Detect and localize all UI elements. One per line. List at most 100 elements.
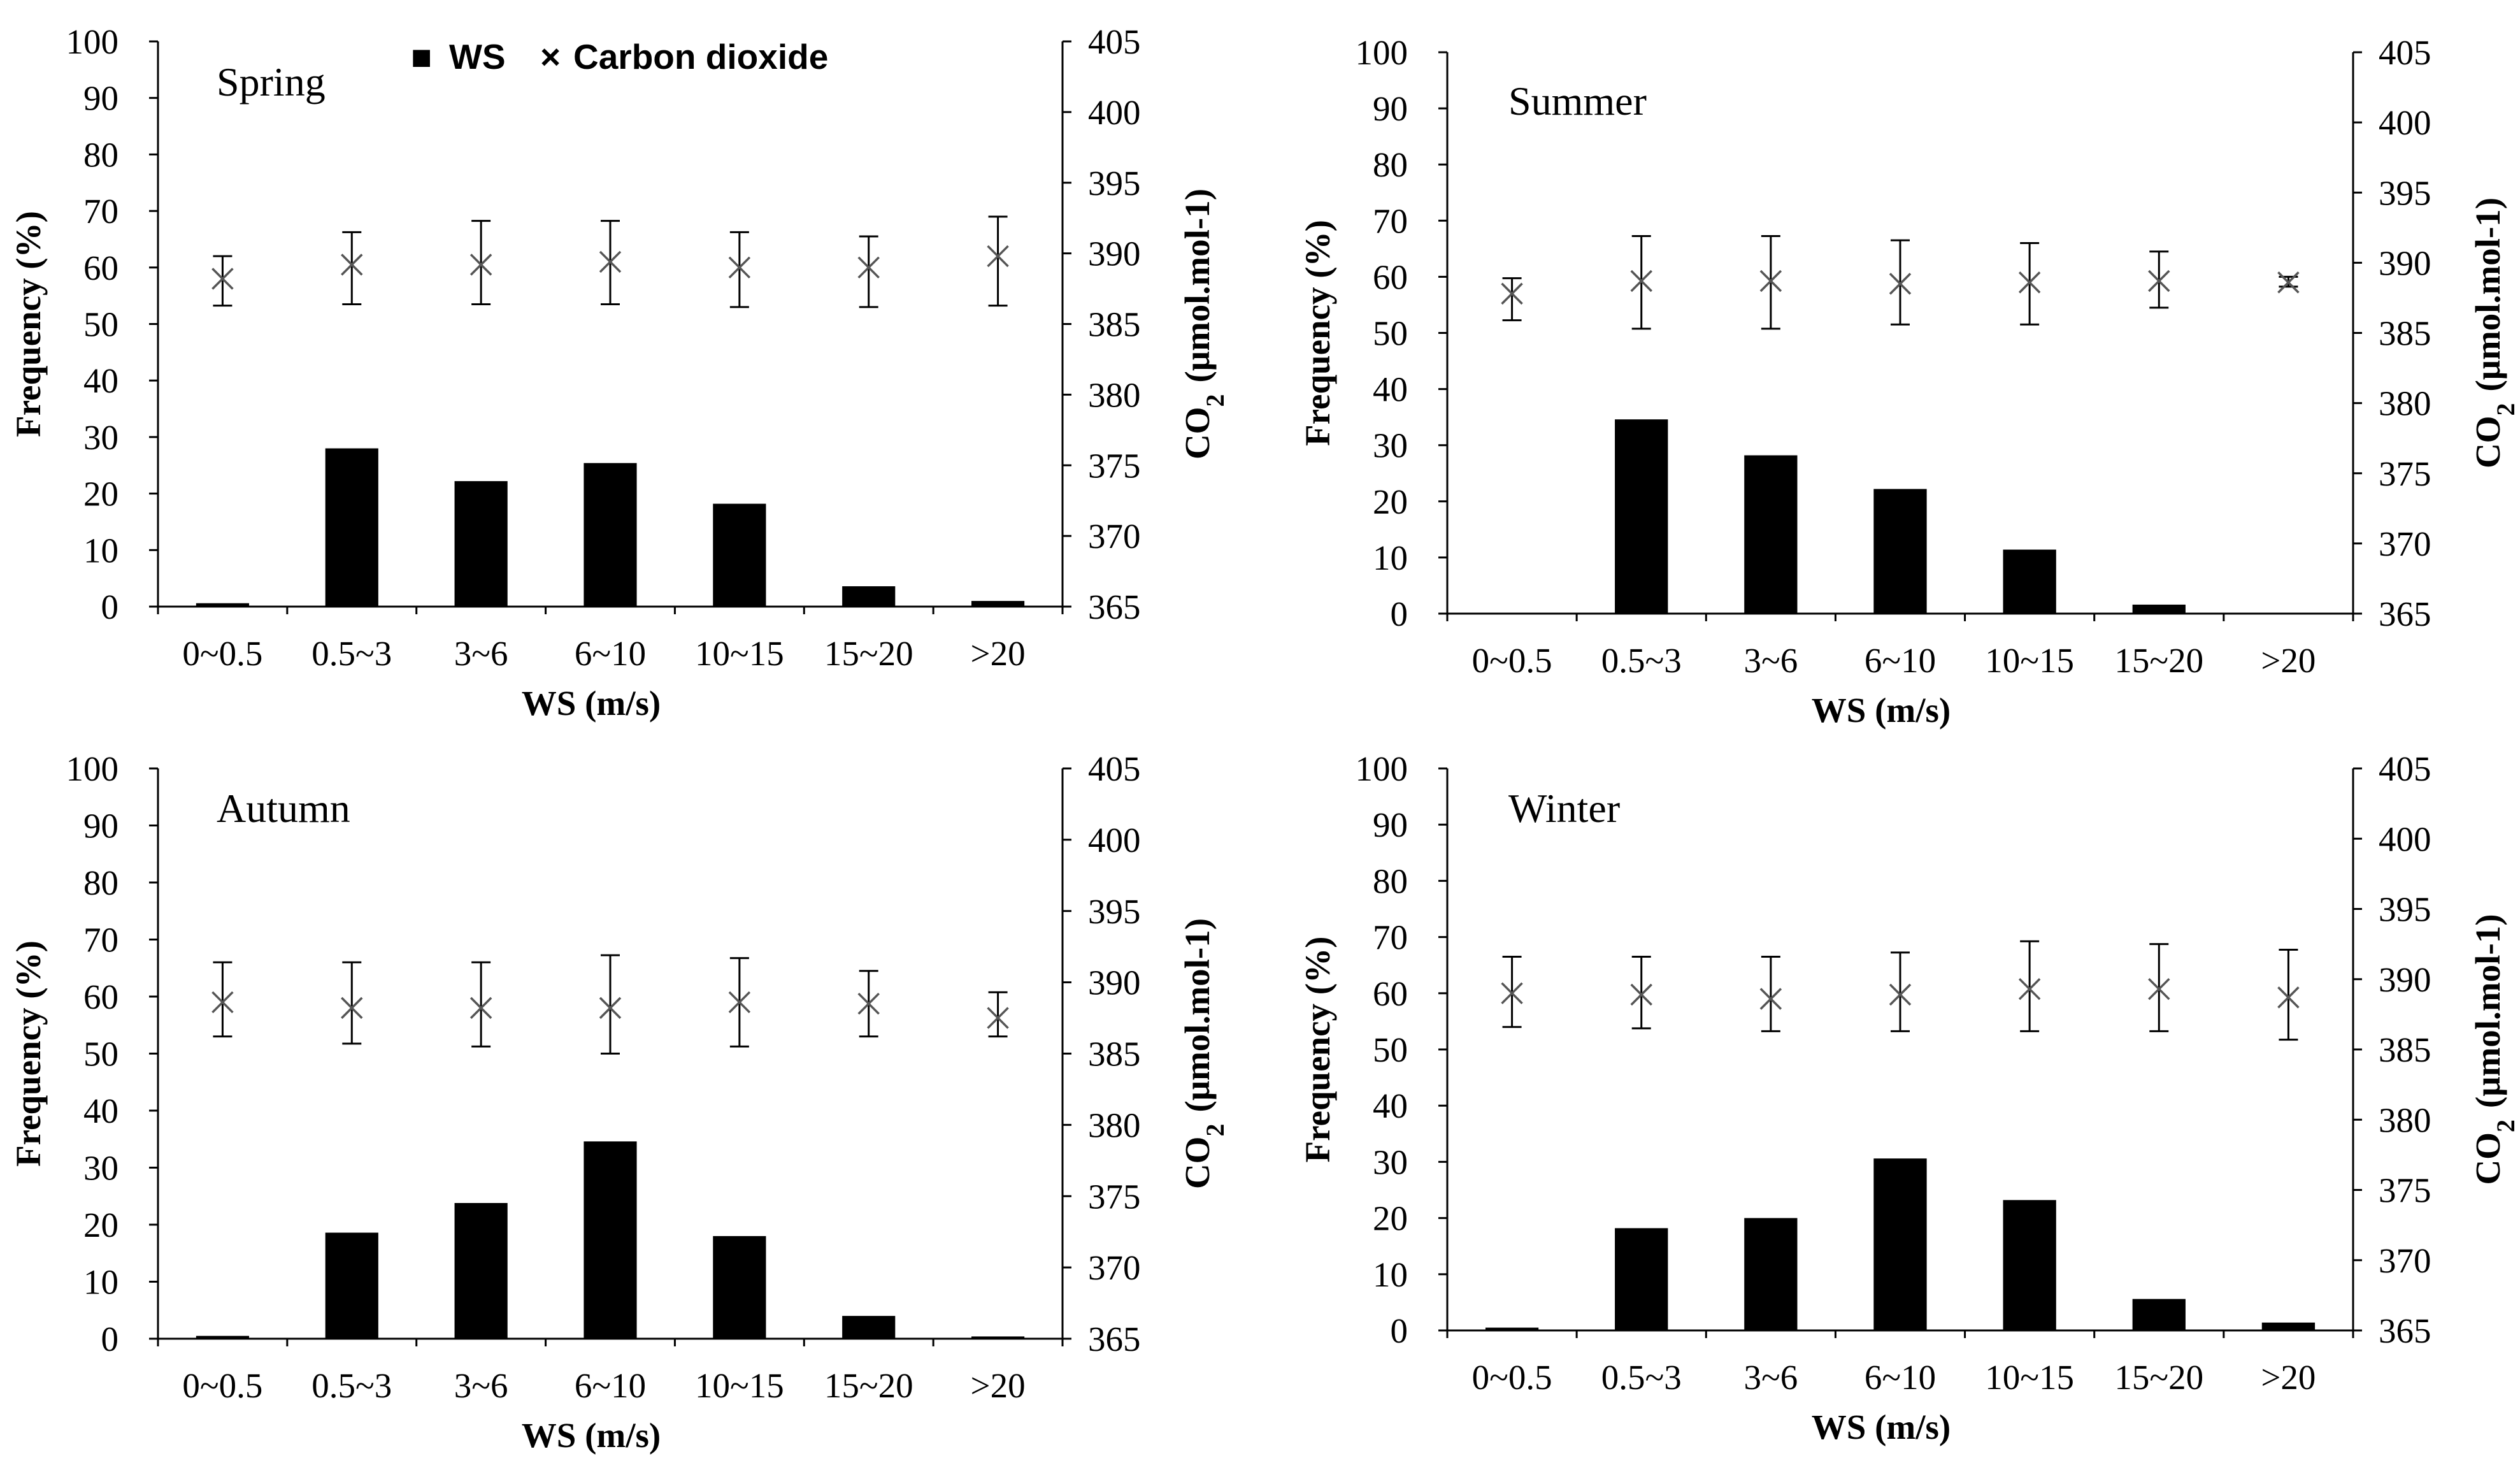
co2-marker-5 <box>2018 271 2041 294</box>
left-y-tick-label: 60 <box>83 977 118 1016</box>
co2-marker-stroke <box>599 997 622 1019</box>
left-y-tick-label: 30 <box>1373 1142 1408 1181</box>
co2-marker-stroke <box>2018 271 2041 294</box>
left-y-tick-label: 60 <box>1373 257 1408 296</box>
legend-symbol-ws: ■ <box>411 37 432 76</box>
right-y-tick-label: 385 <box>1088 1035 1141 1074</box>
left-y-tick-label: 60 <box>83 249 118 287</box>
left-y-tick-label: 20 <box>1373 1199 1408 1238</box>
right-y-tick-label: 370 <box>2379 524 2431 563</box>
left-y-tick-label: 0 <box>1391 594 1408 633</box>
legend-label-ws: WS <box>449 37 506 76</box>
co2-marker-4 <box>599 250 622 273</box>
left-y-tick-label: 10 <box>1373 1255 1408 1294</box>
left-y-tick-label: 80 <box>83 135 118 174</box>
left-y-tick-label: 30 <box>1373 426 1408 465</box>
co2-marker-stroke <box>857 256 880 279</box>
right-y-tick-label: 390 <box>1088 963 1141 1002</box>
ws-bar-5 <box>713 1236 766 1339</box>
ws-bar-7 <box>971 601 1025 607</box>
right-y-tick-label: 375 <box>1088 1177 1141 1216</box>
x-tick-label: 6~10 <box>1865 641 1936 680</box>
right-y-tick-label: 395 <box>2379 173 2431 212</box>
ws-bar-3 <box>454 1202 508 1339</box>
left-y-tick-label: 90 <box>1373 805 1408 844</box>
left-y-tick-label: 80 <box>1373 861 1408 900</box>
left-y-tick-label: 0 <box>101 587 119 626</box>
co2-marker-2 <box>1630 270 1652 292</box>
right-y-tick-label: 385 <box>2379 1030 2431 1069</box>
co2-marker-stroke <box>599 250 622 273</box>
chart-panel-autumn: 0 10 20 30 40 50 60 70 80 90 100 365 370 375 380 385 390… <box>9 749 1229 1455</box>
co2-marker-6 <box>857 992 880 1015</box>
left-y-tick-label: 50 <box>1373 1030 1408 1069</box>
right-y-axis-title-sub: 2 <box>1201 1124 1229 1137</box>
ws-bar-3 <box>454 481 508 607</box>
co2-marker-3 <box>469 997 492 1019</box>
x-tick-label: >20 <box>971 634 1026 673</box>
ws-bar-2 <box>1615 1228 1668 1330</box>
chart-panel-summer: 0 10 20 30 40 50 60 70 80 90 100 365 370 375 380 385 390… <box>1298 33 2520 730</box>
co2-marker-2 <box>341 997 363 1019</box>
x-tick-label: 15~20 <box>824 1366 913 1405</box>
co2-marker-stroke <box>987 1007 1009 1029</box>
right-y-axis-title-unit: (μmol.mol-1) <box>2468 198 2507 392</box>
ws-bar-6 <box>2132 1299 2186 1330</box>
right-y-tick-label: 380 <box>2379 1100 2431 1139</box>
left-y-tick-label: 10 <box>83 531 118 570</box>
right-y-tick-label: 400 <box>1088 93 1141 132</box>
right-y-axis-title-sub: 2 <box>2491 403 2520 416</box>
right-y-tick-label: 385 <box>2379 314 2431 353</box>
left-y-tick-label: 50 <box>1373 314 1408 353</box>
x-axis-title: WS (m/s) <box>1812 1408 1951 1446</box>
x-tick-label: 0~0.5 <box>1472 641 1552 680</box>
co2-marker-1 <box>1501 982 1523 1005</box>
co2-marker-stroke <box>728 991 751 1014</box>
left-y-tick-label: 40 <box>83 1092 118 1130</box>
left-y-tick-label: 60 <box>1373 974 1408 1013</box>
legend-symbol-co2: × <box>540 37 561 76</box>
right-y-tick-label: 380 <box>1088 375 1141 414</box>
co2-marker-3 <box>469 254 492 276</box>
right-y-axis-title-co: CO <box>2468 1132 2507 1185</box>
co2-marker-7 <box>2277 986 2300 1009</box>
co2-marker-stroke <box>341 997 363 1019</box>
co2-marker-stroke <box>1759 270 1782 292</box>
x-tick-label: 0~0.5 <box>182 634 262 673</box>
co2-marker-5 <box>2018 977 2041 1000</box>
right-y-tick-label: 405 <box>1088 749 1141 788</box>
co2-marker-stroke <box>2018 977 2041 1000</box>
ws-bar-4 <box>1873 489 1927 614</box>
ws-bar-6 <box>2132 604 2186 614</box>
left-y-tick-label: 100 <box>66 749 119 788</box>
right-y-tick-label: 395 <box>1088 164 1141 203</box>
right-y-tick-label: 405 <box>2379 749 2431 788</box>
x-tick-label: 0~0.5 <box>182 1366 262 1405</box>
ws-bar-4 <box>1873 1158 1927 1330</box>
co2-marker-3 <box>1759 988 1782 1010</box>
left-y-tick-label: 70 <box>83 192 118 231</box>
x-tick-label: 10~15 <box>695 1366 784 1405</box>
ws-bar-4 <box>583 463 637 607</box>
right-y-axis-title: CO2 (μmol.mol-1) <box>1178 918 1229 1189</box>
co2-marker-6 <box>2148 270 2170 292</box>
right-y-tick-label: 365 <box>1088 587 1141 626</box>
left-y-tick-label: 10 <box>1373 538 1408 577</box>
co2-marker-2 <box>1630 983 1652 1006</box>
left-y-tick-label: 100 <box>1356 33 1408 72</box>
left-y-tick-label: 30 <box>83 1149 118 1188</box>
x-tick-label: 15~20 <box>2114 641 2203 680</box>
right-y-tick-label: 375 <box>1088 446 1141 485</box>
co2-marker-6 <box>2148 977 2170 1000</box>
right-y-tick-label: 365 <box>2379 594 2431 633</box>
ws-bar-5 <box>2003 1200 2056 1330</box>
co2-marker-stroke <box>857 992 880 1015</box>
right-y-tick-label: 365 <box>2379 1311 2431 1350</box>
co2-marker-4 <box>1889 983 1912 1006</box>
left-y-tick-label: 70 <box>83 921 118 960</box>
co2-marker-stroke <box>728 256 751 279</box>
left-y-tick-label: 50 <box>83 305 118 344</box>
co2-marker-stroke <box>341 254 363 276</box>
x-tick-label: 0.5~3 <box>311 634 392 673</box>
x-tick-label: 15~20 <box>2114 1358 2203 1397</box>
